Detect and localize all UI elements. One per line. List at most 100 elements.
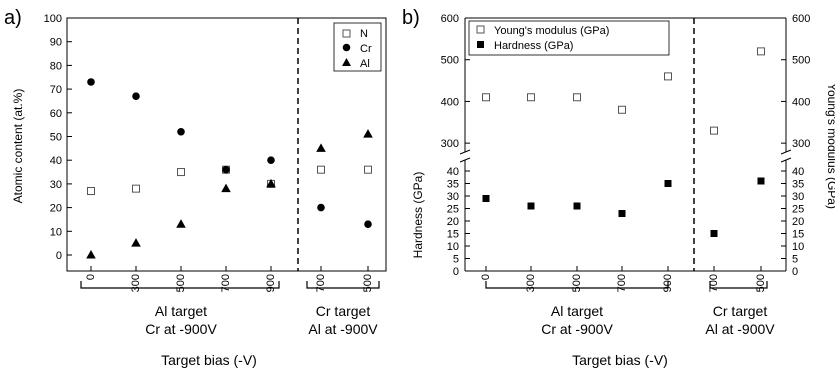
y-tick-label: 60 <box>50 108 62 120</box>
y-tick-label-right: 400 <box>792 96 810 108</box>
panel-a: a) Atomic content (at.%) 0 10 20 30 40 50 60 70… <box>4 7 387 368</box>
panel-b-x-axis-title: Target bias (-V) <box>572 352 668 368</box>
x-tick-label: 900 <box>265 274 277 292</box>
panel-a-group-2-line-1: Cr target <box>316 303 371 319</box>
y-tick-label-right: 25 <box>792 204 804 216</box>
panel-b-group-1-line-2: Cr at -900V <box>541 321 613 337</box>
y-tick-label: 80 <box>50 60 62 72</box>
legend-filled-square-icon <box>477 41 484 48</box>
data-point-youngs-modulus <box>573 93 581 102</box>
data-point-al <box>266 178 276 188</box>
data-point-al <box>86 250 96 259</box>
panel-a-legend-al: Al <box>360 58 370 70</box>
y-tick-label-left: 25 <box>447 204 459 216</box>
y-tick-label-right: 40 <box>792 166 804 178</box>
panel-a-legend: N Cr Al <box>333 22 382 72</box>
y-tick-label-right: 5 <box>792 254 798 266</box>
panel-a-bracket-cr <box>306 281 380 289</box>
y-tick-label-right: 20 <box>792 216 804 228</box>
x-tick-label: 300 <box>525 274 537 292</box>
panel-b-group-2-line-1: Cr target <box>713 303 768 319</box>
data-point-n <box>87 187 95 196</box>
x-tick-label: 500 <box>755 274 767 292</box>
data-point-n <box>132 184 140 193</box>
y-tick-label-right: 600 <box>792 13 810 25</box>
y-tick-label-left: 40 <box>447 166 459 178</box>
data-point-al <box>316 143 326 152</box>
data-point-cr <box>222 165 230 174</box>
legend-open-square-icon <box>342 29 351 38</box>
panel-b-legend-box <box>468 20 670 56</box>
data-point-youngs-modulus <box>527 93 535 102</box>
x-tick-label: 500 <box>362 274 374 292</box>
x-tick-label: 500 <box>571 274 583 292</box>
panel-a-bracket-al <box>80 281 280 289</box>
data-point-hardness <box>527 202 535 210</box>
y-tick-label: 50 <box>50 132 62 144</box>
panel-a-group-2-line-2: Al at -900V <box>308 321 378 337</box>
panel-b-legend: Young's modulus (GPa) Hardness (GPa) <box>468 20 670 56</box>
y-tick-label-right: 500 <box>792 55 810 67</box>
data-point-hardness <box>482 195 490 202</box>
y-tick-label-right: 300 <box>792 138 810 150</box>
panel-b-group-brackets <box>485 281 768 289</box>
y-tick-label-right: 35 <box>792 179 804 191</box>
y-tick-label-left: 5 <box>453 254 459 266</box>
data-point-cr <box>177 127 185 136</box>
legend-open-square-icon <box>476 25 485 34</box>
y-tick-label-left: 30 <box>447 191 459 203</box>
panel-a-label: a) <box>4 7 22 29</box>
x-tick-label: 300 <box>130 274 142 292</box>
panel-b-plot-frame <box>464 17 787 272</box>
data-point-n <box>364 165 372 174</box>
x-tick-label: 700 <box>220 274 232 292</box>
y-tick-label-left: 0 <box>453 266 459 278</box>
x-tick-label: 700 <box>616 274 628 292</box>
y-tick-label-left: 300 <box>441 138 459 150</box>
data-point-n <box>317 165 325 174</box>
data-point-n <box>177 168 185 177</box>
y-tick-label: 90 <box>50 37 62 49</box>
panel-b-bracket-cr <box>709 281 768 289</box>
x-tick-label: 0 <box>85 274 97 280</box>
y-tick-label: 10 <box>50 226 62 238</box>
data-point-cr <box>267 156 275 164</box>
panel-b-group-2-line-2: Al at -900V <box>705 321 775 337</box>
data-point-youngs-modulus <box>664 72 672 81</box>
panel-a-group-brackets <box>80 281 380 289</box>
data-point-cr <box>364 220 372 228</box>
legend-filled-circle-icon <box>342 43 351 52</box>
panel-a-legend-box <box>333 22 382 72</box>
axis-break-marks <box>459 149 792 163</box>
y-tick-label: 40 <box>50 155 62 167</box>
y-tick-label-right: 0 <box>792 266 798 278</box>
y-tick-label: 30 <box>50 179 62 191</box>
panel-a-data-marks <box>86 78 373 259</box>
data-point-youngs-modulus <box>618 105 626 114</box>
data-point-hardness <box>757 177 765 185</box>
y-tick-label: 100 <box>44 13 62 25</box>
panel-b-legend-youngs: Young's modulus (GPa) <box>494 25 609 37</box>
panel-a-group-1-line-2: Cr at -900V <box>145 321 217 337</box>
data-point-al <box>176 219 186 228</box>
panel-b-y-axis-title-right: Young's modulus (GPa) <box>825 83 835 209</box>
x-tick-label: 0 <box>480 274 492 280</box>
legend-filled-triangle-icon <box>342 58 351 66</box>
data-point-cr <box>132 92 140 101</box>
panel-a-y-axis: 0 10 20 30 40 50 60 70 80 90 100 <box>44 13 72 262</box>
data-point-cr <box>87 78 95 86</box>
panel-a-legend-n: N <box>360 28 368 40</box>
y-tick-label-right: 10 <box>792 241 804 253</box>
panel-a-group-1-line-1: Al target <box>155 303 207 319</box>
data-point-youngs-modulus <box>757 47 765 56</box>
data-point-al <box>131 238 141 247</box>
y-tick-label-right: 30 <box>792 191 804 203</box>
y-tick-label-left: 15 <box>447 229 459 241</box>
panel-b-y-axis-title-left: Hardness (GPa) <box>411 172 425 259</box>
data-point-hardness <box>710 230 718 237</box>
y-tick-label-right: 15 <box>792 229 804 241</box>
panel-b-data-marks <box>482 47 765 237</box>
x-tick-label: 500 <box>175 274 187 292</box>
